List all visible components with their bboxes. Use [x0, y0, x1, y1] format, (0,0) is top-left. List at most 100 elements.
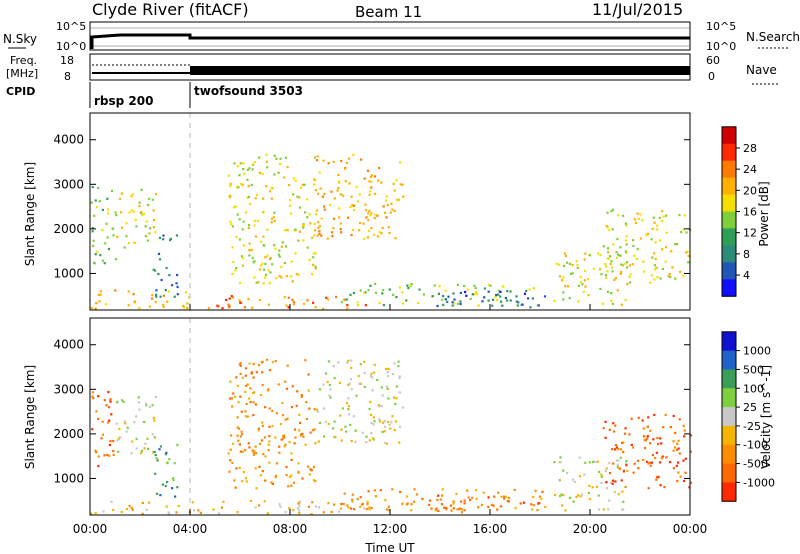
echo-cell	[255, 281, 258, 284]
echo-cell	[327, 422, 330, 426]
echo-cell	[297, 273, 300, 276]
echo-cell	[314, 306, 317, 309]
echo-cell	[682, 424, 685, 427]
echo-cell	[410, 282, 413, 286]
echo-cell	[93, 214, 96, 217]
echo-cell	[95, 451, 98, 454]
echo-cell	[245, 211, 248, 214]
colorbar-swatch	[722, 194, 736, 212]
echo-cell	[667, 275, 670, 278]
echo-cell	[487, 283, 490, 286]
echo-cell	[497, 293, 500, 296]
echo-cell	[242, 470, 245, 474]
echo-cell	[233, 162, 236, 165]
echo-cell	[625, 462, 628, 465]
echo-cell	[312, 263, 315, 266]
echo-cell	[252, 414, 255, 417]
echo-cell	[678, 452, 681, 455]
echo-cell	[363, 507, 366, 510]
echo-cell	[602, 245, 605, 248]
echo-cell	[318, 171, 321, 174]
echo-cell	[611, 482, 614, 485]
echo-cell	[567, 285, 570, 288]
echo-cell	[304, 443, 307, 446]
echo-cell	[683, 435, 686, 438]
echo-cell	[677, 471, 680, 474]
echo-cell	[672, 440, 675, 443]
echo-cell	[182, 304, 185, 308]
echo-cell	[164, 484, 167, 488]
echo-cell	[241, 228, 244, 231]
echo-cell	[256, 219, 259, 222]
echo-cell	[443, 506, 446, 509]
echo-cell	[101, 259, 104, 262]
echo-cell	[529, 306, 532, 309]
echo-cell	[93, 262, 96, 265]
echo-cell	[240, 183, 243, 186]
echo-cell	[171, 284, 174, 287]
echo-cell	[649, 429, 652, 432]
echo-cell	[385, 442, 388, 445]
echo-cell	[292, 193, 295, 196]
echo-cell	[254, 445, 257, 448]
echo-cell	[259, 474, 262, 477]
echo-cell	[614, 480, 617, 483]
echo-cell	[540, 497, 543, 500]
echo-cell	[154, 396, 157, 399]
echo-cell	[255, 193, 258, 197]
echo-cell	[584, 285, 587, 288]
echo-cell	[278, 445, 281, 448]
echo-cell	[94, 253, 97, 256]
echo-cell	[294, 179, 297, 182]
echo-cell	[624, 485, 627, 489]
echo-cell	[409, 284, 412, 287]
echo-cell	[629, 273, 632, 276]
echo-cell	[600, 475, 603, 478]
echo-cell	[624, 298, 627, 302]
echo-cell	[385, 216, 388, 219]
echo-cell	[474, 287, 477, 290]
echo-cell	[655, 451, 658, 454]
echo-cell	[675, 464, 678, 467]
echo-cell	[294, 228, 297, 231]
echo-cell	[326, 381, 329, 384]
echo-cell	[384, 441, 387, 444]
echo-cell	[236, 416, 239, 419]
echo-cell	[162, 234, 165, 237]
echo-cell	[365, 508, 369, 511]
echo-cell	[238, 174, 241, 177]
echo-cell	[94, 307, 97, 310]
echo-cell	[387, 374, 390, 377]
echo-cell	[452, 292, 455, 295]
echo-cell	[251, 306, 254, 309]
echo-cell	[101, 420, 104, 423]
echo-cell	[308, 258, 311, 261]
echo-cell	[359, 221, 362, 225]
echo-cell	[352, 291, 355, 295]
echo-cell	[469, 297, 472, 300]
echo-cell	[261, 424, 264, 427]
echo-cell	[621, 264, 624, 267]
echo-cell	[239, 450, 242, 453]
echo-cell	[311, 236, 314, 239]
echo-cell	[361, 502, 364, 506]
echo-cell	[152, 268, 155, 271]
echo-cell	[167, 511, 170, 514]
echo-cell	[433, 284, 436, 287]
echo-cell	[279, 505, 282, 508]
echo-cell	[509, 290, 512, 293]
echo-cell	[261, 470, 264, 473]
frequency-left-tick-low: 8	[64, 70, 71, 83]
echo-cell	[652, 216, 655, 219]
echo-cell	[91, 230, 94, 233]
echo-cell	[395, 296, 398, 299]
echo-cell	[456, 508, 459, 511]
echo-cell	[155, 293, 158, 296]
echo-cell	[615, 256, 618, 259]
echo-cell	[91, 428, 94, 431]
echo-cell	[144, 402, 148, 405]
echo-cell	[613, 490, 616, 493]
echo-cell	[285, 387, 288, 390]
echo-cell	[244, 449, 247, 452]
echo-cell	[284, 229, 287, 232]
